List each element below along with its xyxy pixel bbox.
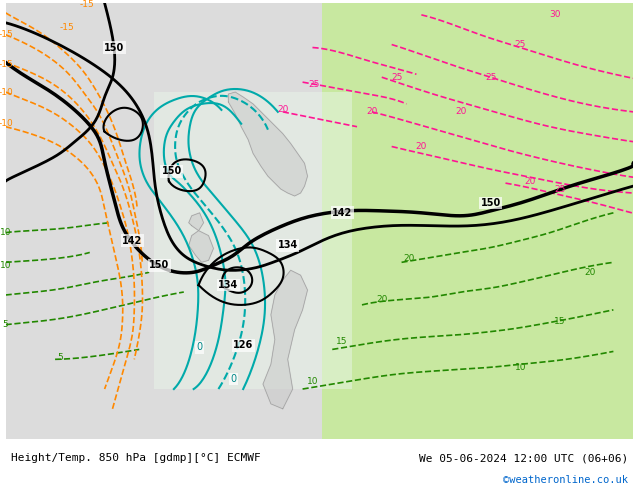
Text: 20: 20 <box>524 177 536 186</box>
Text: 5: 5 <box>57 353 63 362</box>
FancyBboxPatch shape <box>6 3 322 439</box>
Text: 150: 150 <box>105 43 125 52</box>
Text: 142: 142 <box>122 236 143 245</box>
Text: 30: 30 <box>549 10 560 19</box>
Polygon shape <box>263 270 307 409</box>
Polygon shape <box>189 231 214 262</box>
Text: 150: 150 <box>162 166 182 176</box>
Polygon shape <box>228 92 307 196</box>
Text: -15: -15 <box>79 0 94 9</box>
Text: 150: 150 <box>149 260 169 270</box>
Text: 0: 0 <box>197 343 203 352</box>
Text: 10: 10 <box>0 228 11 237</box>
Polygon shape <box>189 213 204 231</box>
Text: 142: 142 <box>332 208 353 218</box>
Text: 15: 15 <box>554 317 566 326</box>
FancyBboxPatch shape <box>6 439 633 490</box>
Text: 25: 25 <box>391 73 403 82</box>
Text: 20: 20 <box>376 295 387 304</box>
Text: 10: 10 <box>515 363 526 372</box>
Text: We 05-06-2024 12:00 UTC (06+06): We 05-06-2024 12:00 UTC (06+06) <box>419 453 628 464</box>
Text: -15: -15 <box>60 23 74 32</box>
Text: 10: 10 <box>0 261 11 270</box>
Text: 25: 25 <box>554 185 566 194</box>
Text: 20: 20 <box>366 107 378 116</box>
Text: 25: 25 <box>309 80 320 89</box>
Text: -10: -10 <box>0 88 13 97</box>
Text: 126: 126 <box>233 341 254 350</box>
Text: Height/Temp. 850 hPa [gdmp][°C] ECMWF: Height/Temp. 850 hPa [gdmp][°C] ECMWF <box>11 453 261 464</box>
Text: 134: 134 <box>218 280 238 290</box>
Text: 20: 20 <box>416 142 427 151</box>
FancyBboxPatch shape <box>322 3 633 439</box>
Text: 10: 10 <box>307 377 318 386</box>
Text: ©weatheronline.co.uk: ©weatheronline.co.uk <box>503 475 628 485</box>
Text: 25: 25 <box>485 73 496 82</box>
Text: 0: 0 <box>230 374 236 384</box>
Text: 5: 5 <box>3 320 8 329</box>
Text: 150: 150 <box>481 198 501 208</box>
Text: 20: 20 <box>404 254 415 263</box>
Text: 20: 20 <box>277 105 288 114</box>
Text: 20: 20 <box>584 268 595 277</box>
Text: -15: -15 <box>0 60 13 69</box>
Text: 134: 134 <box>278 241 298 250</box>
Text: 15: 15 <box>337 337 348 346</box>
Text: 20: 20 <box>455 107 467 116</box>
Text: -15: -15 <box>0 30 13 39</box>
Text: 25: 25 <box>515 40 526 49</box>
FancyBboxPatch shape <box>154 92 352 389</box>
Text: -10: -10 <box>0 119 13 128</box>
